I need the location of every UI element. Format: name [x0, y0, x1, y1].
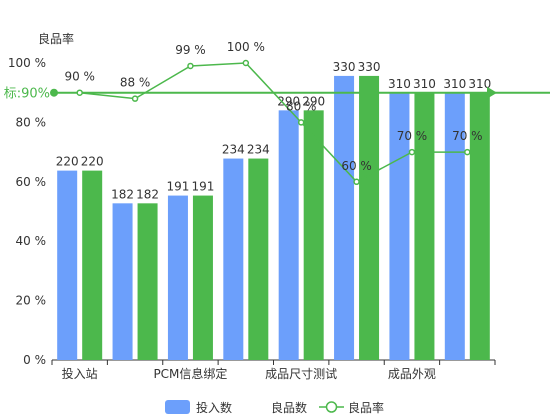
- target-line-arrow: [487, 86, 497, 99]
- rate-line-point: [464, 148, 471, 156]
- x-tick-label: 投入站: [62, 366, 98, 381]
- bar-input-count: [223, 158, 244, 360]
- bar-label-good-count: 310: [468, 77, 491, 91]
- bar-label-input-count: 234: [222, 143, 245, 157]
- rate-line-label: 60 %: [341, 159, 372, 173]
- legend-line-icon: [319, 401, 344, 413]
- x-axis: 投入站 PCM信息绑定 成品尺寸测试 成品外观: [51, 359, 496, 381]
- legend: 投入数 良品数 良品率: [0, 398, 550, 416]
- legend-label-good-count: 良品数: [271, 400, 308, 415]
- y-tick-label: 20 %: [16, 294, 47, 308]
- bar-input-count: [444, 93, 465, 360]
- rate-line-point: [353, 178, 360, 186]
- bar-label-input-count: 220: [56, 155, 79, 169]
- rate-line-point: [297, 119, 305, 126]
- legend-item-good-count[interactable]: 良品数: [271, 398, 307, 416]
- rate-line-path: [79, 62, 468, 183]
- bar-label-input-count: 290: [277, 94, 300, 108]
- rate-line-label: 99 %: [175, 43, 206, 57]
- bar-label-input-count: 310: [443, 77, 466, 91]
- bar-good-count: [82, 170, 103, 360]
- target-line-start-dot: [50, 88, 58, 97]
- bar-good-count: [303, 110, 324, 360]
- bar-label-input-count: 191: [166, 180, 189, 194]
- rate-line-label: 88 %: [120, 76, 151, 90]
- bar-input-count: [278, 110, 299, 360]
- bar-input-count: [167, 195, 188, 360]
- rate-line-series: 90 % 88 % 99 % 100 % 80 % 60 % 70 % 70 %: [64, 40, 483, 186]
- bar-series: [57, 75, 490, 361]
- y-axis-ticks: 0 % 20 % 40 % 60 % 80 % 100 %: [8, 56, 46, 367]
- bar-label-input-count: 330: [333, 60, 356, 74]
- rate-line-point: [187, 62, 194, 70]
- bar-label-good-count: 310: [413, 77, 436, 91]
- rate-line-point: [131, 95, 139, 102]
- bar-label-good-count: 220: [81, 155, 104, 169]
- bar-good-count: [248, 158, 269, 360]
- bar-input-count: [334, 75, 355, 361]
- x-tick-label: 成品尺寸测试: [265, 366, 337, 381]
- target-line: 标:90%: [4, 86, 550, 102]
- y-tick-label: 0 %: [23, 353, 46, 367]
- bar-good-count: [414, 93, 435, 360]
- y-axis: 良品率: [38, 31, 74, 46]
- bar-input-count: [389, 93, 410, 360]
- rate-line-point: [408, 148, 416, 156]
- rate-line-label: 70 %: [452, 129, 483, 143]
- bar-label-good-count: 191: [191, 180, 214, 194]
- rate-line-label: 80 %: [286, 99, 317, 113]
- rate-line-point: [242, 59, 250, 67]
- legend-swatch-blue: [165, 400, 190, 414]
- y-axis-label: 良品率: [38, 31, 74, 46]
- x-tick-label: PCM信息绑定: [153, 366, 227, 381]
- legend-item-input-count[interactable]: 投入数: [165, 398, 232, 416]
- bar-label-input-count: 182: [111, 187, 134, 201]
- rate-line-label: 90 %: [64, 70, 95, 84]
- legend-label-good-rate: 良品率: [348, 400, 385, 415]
- legend-label-input-count: 投入数: [196, 400, 233, 415]
- legend-item-good-rate[interactable]: 良品率: [319, 398, 384, 416]
- x-tick-label: 成品外观: [388, 367, 436, 381]
- y-tick-label: 40 %: [16, 234, 47, 248]
- bar-good-count: [469, 93, 490, 360]
- bar-good-count: [192, 195, 213, 360]
- bar-input-count: [57, 170, 78, 360]
- rate-line-point: [76, 89, 83, 96]
- y-tick-label: 80 %: [16, 115, 47, 129]
- y-tick-label: 60 %: [16, 175, 47, 189]
- y-tick-label: 100 %: [8, 56, 46, 70]
- bar-good-count: [137, 203, 158, 360]
- bar-label-good-count: 330: [358, 60, 381, 74]
- rate-line-label: 70 %: [397, 129, 428, 143]
- bar-good-count: [359, 75, 380, 361]
- bar-label-good-count: 290: [302, 94, 325, 108]
- target-line-label: 标:90%: [4, 87, 50, 102]
- rate-line-label: 100 %: [227, 40, 265, 54]
- bar-label-good-count: 234: [247, 143, 270, 157]
- bar-label-good-count: 182: [136, 187, 159, 201]
- bar-input-count: [112, 203, 133, 360]
- bar-label-input-count: 310: [388, 77, 411, 91]
